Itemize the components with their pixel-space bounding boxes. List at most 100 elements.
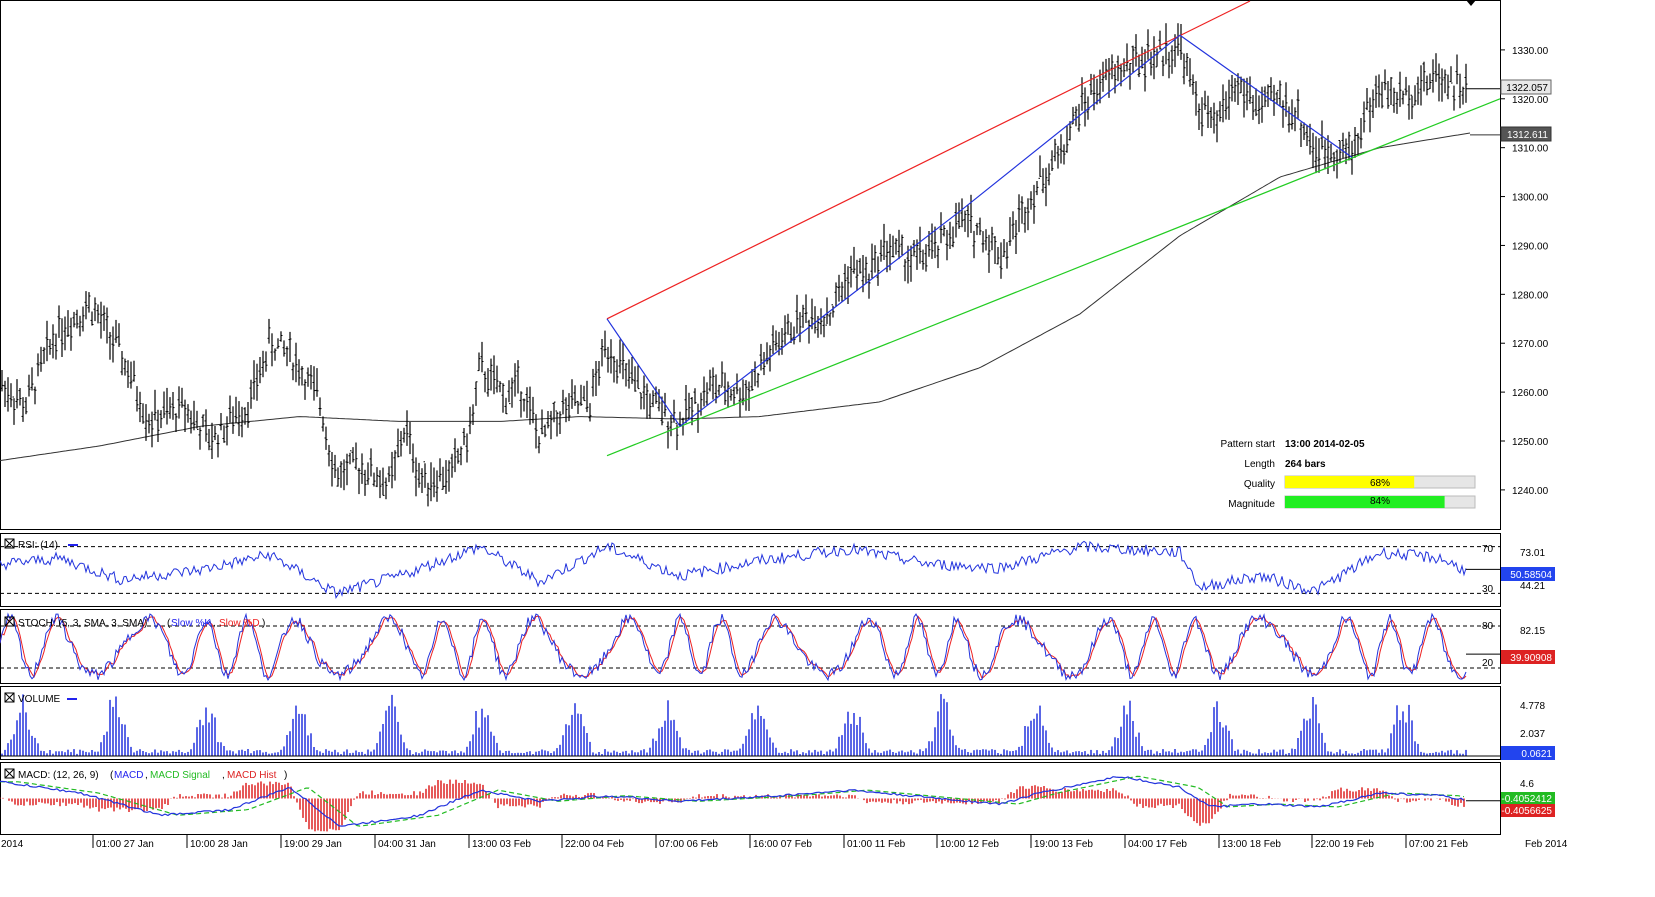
volume-panel[interactable]: [0, 694, 1500, 757]
price-bar: [1299, 122, 1303, 147]
price-bar: [513, 363, 517, 397]
price-bar: [396, 428, 400, 458]
price-bar: [1323, 139, 1327, 170]
price-bar: [1209, 107, 1213, 128]
price-bar: [660, 396, 664, 426]
price-bar: [129, 361, 133, 389]
price-bar: [435, 470, 439, 502]
price-bar: [1341, 132, 1345, 159]
price-bar: [612, 356, 616, 383]
price-bar: [447, 460, 451, 492]
price-bar: [9, 383, 13, 408]
scroll-marker-icon[interactable]: [1466, 0, 1476, 6]
price-bar: [21, 397, 25, 422]
price-bar: [747, 381, 751, 411]
price-bar: [81, 306, 85, 332]
stochastic-panel[interactable]: [0, 612, 1500, 682]
price-bar: [633, 366, 637, 392]
price-bar: [459, 446, 463, 466]
price-bar: [1461, 86, 1465, 105]
macd-legend-sep2: ,: [222, 770, 225, 781]
price-bar: [1356, 133, 1360, 155]
macd-current-label: -0.4056625: [1501, 806, 1552, 817]
support-line: [606, 98, 1501, 457]
price-bar: [1233, 78, 1237, 102]
price-bar: [681, 417, 685, 436]
price-bar: [639, 392, 643, 410]
price-bar: [468, 406, 472, 435]
price-bar: [609, 339, 613, 374]
price-bar: [1257, 95, 1261, 125]
rsi-panel[interactable]: [0, 540, 1500, 600]
price-bar: [303, 379, 307, 400]
price-bar: [504, 397, 508, 415]
quality-bar-fill: [1285, 476, 1415, 488]
price-bar: [234, 396, 238, 424]
price-bar: [1236, 73, 1240, 105]
price-bar: [723, 372, 727, 405]
price-bar: [1248, 76, 1252, 104]
price-bar: [231, 406, 235, 434]
price-bar: [0, 370, 4, 392]
price-bar: [117, 323, 121, 347]
price-bar: [1152, 36, 1156, 80]
price-bar: [783, 315, 787, 345]
price-bar: [1200, 97, 1204, 137]
price-bar: [186, 404, 190, 423]
price-bar: [339, 461, 343, 488]
price-bar: [1296, 89, 1300, 119]
price-bar: [189, 410, 193, 434]
price-bar: [762, 352, 766, 376]
price-bar: [780, 328, 784, 355]
price-bar: [138, 391, 142, 423]
price-bar: [1266, 84, 1270, 107]
price-bar: [924, 244, 928, 272]
price-bar: [1056, 145, 1060, 169]
price-bar: [702, 376, 706, 407]
price-bar: [822, 316, 826, 338]
price-bar: [1167, 51, 1171, 79]
volume-current-label: 0.0621: [1521, 749, 1552, 760]
price-bar: [246, 402, 250, 428]
price-bar: [1194, 81, 1198, 116]
pattern-info-box: Pattern start 13:00 2014-02-05 Length 26…: [1221, 439, 1476, 510]
price-bar: [687, 392, 691, 420]
price-bar: [348, 450, 352, 465]
price-bar: [1365, 88, 1369, 111]
price-bar: [441, 466, 445, 490]
price-bar: [48, 339, 52, 355]
price-bar: [219, 413, 223, 431]
price-bar: [1158, 30, 1162, 50]
price-bar: [180, 387, 184, 408]
y-tick-label: 1260.00: [1512, 388, 1549, 399]
price-bar: [1218, 101, 1222, 122]
price-bar: [753, 361, 757, 387]
price-bar: [264, 351, 268, 372]
axes: 1330.00 1320.00 1310.00 1300.00 1290.00 1280.…: [1, 46, 1568, 850]
price-bar: [1368, 97, 1372, 133]
x-tick-label: 10:00 28 Jan: [190, 839, 248, 850]
price-bar: [270, 333, 274, 367]
price-bar: [45, 320, 49, 362]
price-bar: [411, 443, 415, 473]
macd-panel[interactable]: [0, 775, 1500, 832]
price-bar: [1314, 136, 1318, 174]
price-bar: [324, 426, 328, 450]
price-bar: [1287, 106, 1291, 133]
x-tick-label: 19:00 29 Jan: [284, 839, 342, 850]
price-bar: [981, 231, 985, 253]
price-panel[interactable]: [0, 0, 1501, 507]
price-bar: [1260, 86, 1264, 123]
macd-legend-hist: MACD Hist: [227, 770, 277, 781]
price-bar: [1011, 211, 1015, 240]
price-bar: [1371, 89, 1375, 118]
price-bar: [951, 226, 955, 248]
price-bar: [1038, 155, 1042, 179]
macd-legend-open: (: [110, 770, 114, 781]
price-bar: [561, 389, 565, 415]
price-bar: [54, 333, 58, 360]
price-bar: [267, 318, 271, 344]
price-bar: [1455, 54, 1459, 85]
x-tick-label: Feb 2014: [1525, 839, 1568, 850]
